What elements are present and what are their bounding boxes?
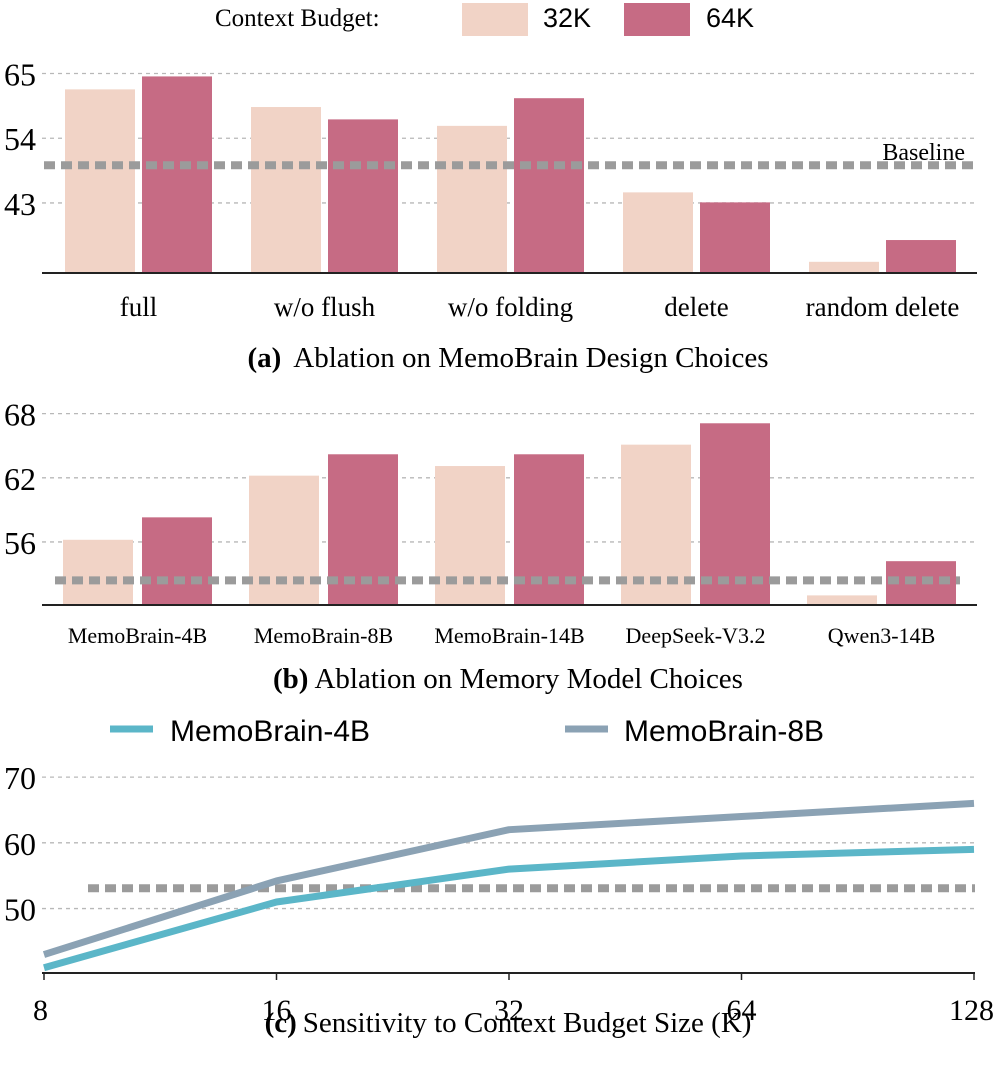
- xtick-label: MemoBrain-14B: [434, 623, 584, 648]
- bar-32k: [623, 192, 693, 273]
- panel-a-xtick-labels: full w/o flush w/o folding delete random del…: [120, 292, 960, 322]
- series-line-memobrain-4b: [43, 845, 975, 972]
- panel-a-caption: (a) Ablation on MemoBrain Design Choices: [247, 342, 768, 374]
- ytick-label: 68: [4, 397, 36, 433]
- xtick-label: 32: [494, 994, 524, 1027]
- panel-b-ytick-labels: 56 62 68: [4, 397, 36, 561]
- panel-a-caption-text: Ablation on MemoBrain Design Choices: [293, 342, 768, 374]
- bar-64k: [328, 119, 398, 273]
- panel-b-caption-tag: (b): [273, 663, 308, 695]
- panel-b-xtick-labels: MemoBrain-4B MemoBrain-8B MemoBrain-14B Dee…: [68, 623, 935, 648]
- xtick-label: w/o flush: [274, 292, 376, 322]
- legend-swatch-32k: [462, 3, 528, 36]
- panel-b-caption: (b) Ablation on Memory Model Choices: [273, 663, 743, 695]
- bar-64k: [142, 76, 212, 274]
- ytick-label: 56: [4, 525, 36, 561]
- series-line-memobrain-8b: [42, 799, 975, 958]
- xtick-label: random delete: [806, 292, 960, 322]
- panel-c-legend: MemoBrain-4B MemoBrain-8B: [110, 715, 824, 748]
- xtick-label: delete: [664, 292, 728, 322]
- bar-32k: [809, 261, 879, 273]
- xtick-label: MemoBrain-4B: [68, 623, 207, 648]
- bar-64k: [700, 202, 770, 273]
- xtick-label: 16: [262, 994, 292, 1027]
- bar-32k: [63, 539, 133, 605]
- xtick-label: Qwen3-14B: [828, 623, 936, 648]
- bar-64k: [886, 240, 956, 273]
- bar-32k: [249, 475, 319, 605]
- ytick-label: 54: [4, 121, 36, 157]
- panel-b-caption-text: Ablation on Memory Model Choices: [314, 663, 743, 695]
- bar-32k: [437, 125, 507, 273]
- bar-32k: [65, 89, 135, 273]
- xtick-label: DeepSeek-V3.2: [626, 623, 766, 648]
- xtick-label: 8: [33, 994, 48, 1027]
- panel-c-xtick-labels: 8 16 32 64 128: [33, 994, 994, 1027]
- bar-64k: [700, 423, 770, 605]
- xtick-label: w/o folding: [448, 292, 573, 322]
- panel-a-bars: [65, 76, 956, 274]
- bar-64k: [514, 98, 584, 273]
- legend-label-memobrain-8b: MemoBrain-8B: [624, 715, 824, 748]
- ytick-label: 65: [4, 56, 36, 92]
- bar-32k: [251, 107, 321, 273]
- bar-64k: [142, 517, 212, 605]
- panel-c-xticks: [43, 973, 975, 980]
- xtick-label: 64: [727, 994, 757, 1027]
- baseline-label: Baseline: [882, 140, 965, 166]
- legend-swatch-64k: [624, 3, 690, 36]
- panel-c-lines: [42, 799, 975, 972]
- panel-c-ytick-labels: 50 60 70: [4, 760, 36, 927]
- legend-title: Context Budget:: [215, 5, 380, 32]
- xtick-label: full: [120, 292, 158, 322]
- panel-c: MemoBrain-4B MemoBrain-8B 50 60 70 8 16 32 64…: [4, 715, 994, 1039]
- xtick-label: 128: [949, 994, 994, 1027]
- ytick-label: 60: [4, 826, 36, 862]
- ytick-label: 70: [4, 760, 36, 796]
- bar-32k: [807, 595, 877, 605]
- panel-c-caption: (c) Sensitivity to Context Budget Size (K…: [265, 1007, 752, 1039]
- xtick-label: MemoBrain-8B: [254, 623, 393, 648]
- panel-a-caption-tag: (a): [247, 342, 281, 374]
- legend-label-memobrain-4b: MemoBrain-4B: [170, 715, 370, 748]
- ytick-label: 62: [4, 461, 36, 497]
- ytick-label: 50: [4, 892, 36, 928]
- legend-label-32k: 32K: [543, 3, 591, 33]
- panel-a: 43 54 65 full w/o flush w/o folding delete ran…: [4, 56, 977, 374]
- panel-a-ytick-labels: 43 54 65: [4, 56, 36, 221]
- legend-top: Context Budget: 32K 64K: [215, 3, 754, 36]
- panel-c-caption-text: Sensitivity to Context Budget Size (K): [303, 1007, 752, 1039]
- legend-label-64k: 64K: [706, 3, 754, 33]
- ytick-label: 43: [4, 186, 36, 222]
- panel-c-caption-tag: (c): [265, 1007, 297, 1039]
